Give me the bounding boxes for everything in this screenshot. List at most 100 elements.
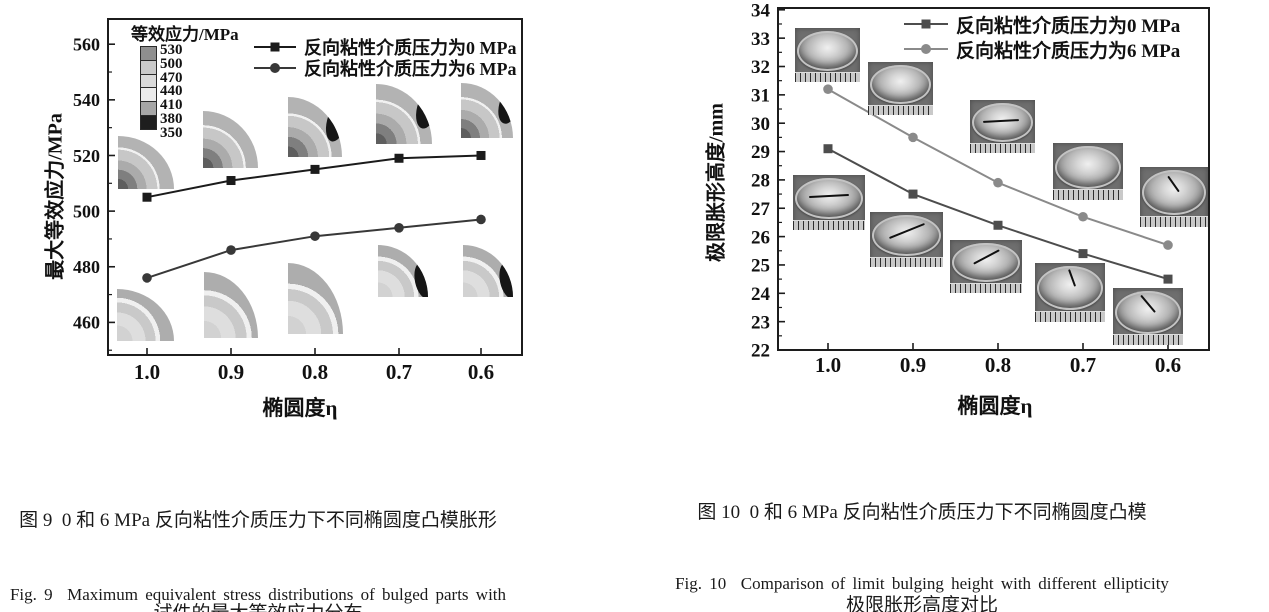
caption-line: 图 10 0 和 6 MPa 反向粘性介质压力下不同椭圆度凸模	[697, 502, 1147, 523]
square-data-marker	[142, 192, 152, 202]
square-data-marker	[908, 189, 918, 199]
colorbar-level-label: 410	[160, 97, 183, 114]
circle-data-marker	[908, 132, 918, 143]
y-tick-label: 520	[73, 146, 100, 166]
circle-data-marker	[226, 245, 236, 255]
circle-data-marker	[1078, 211, 1088, 222]
square-data-marker	[823, 144, 833, 154]
square-data-marker	[1163, 274, 1173, 284]
fem-contour-inset-top-0.8	[288, 97, 342, 157]
specimen-dome	[1115, 290, 1181, 334]
square-data-marker	[1078, 249, 1088, 259]
square-data-marker	[476, 150, 486, 160]
colorbar-band	[140, 59, 157, 75]
colorbar-level-label: 440	[160, 83, 183, 100]
specimen-dome	[872, 214, 941, 256]
circle-data-marker	[823, 84, 833, 94]
y-tick-label: 540	[73, 90, 100, 110]
specimen-dome	[869, 64, 932, 105]
specimen-photo-top-1.0	[795, 28, 860, 82]
y-tick-label: 29	[751, 142, 770, 163]
plot-frame	[777, 7, 1210, 351]
square-data-marker	[310, 164, 320, 174]
ruler-scale	[1113, 334, 1183, 345]
circle-data-marker	[310, 231, 320, 241]
y-tick-label: 24	[751, 284, 771, 305]
colorbar-band	[140, 115, 157, 130]
fem-contour-inset-top-0.6	[461, 83, 513, 138]
colorbar-level-label: 380	[160, 111, 183, 127]
legend-item-6mpa: 反向粘性介质压力为6 MPa	[902, 39, 1180, 62]
ruler-scale	[970, 143, 1035, 153]
y-tick-label: 32	[751, 57, 770, 78]
ruler-scale	[795, 71, 860, 82]
legend-label: 反向粘性介质压力为6 MPa	[304, 59, 517, 79]
y-tick-label: 500	[73, 201, 100, 221]
y-tick-label: 26	[751, 227, 770, 248]
specimen-photo-bottom-0.6	[1113, 288, 1183, 345]
colorbar-band	[140, 46, 157, 61]
x-axis-title: 椭圆度η	[262, 396, 338, 420]
y-tick-label: 25	[751, 256, 770, 277]
series-line-0	[146, 154, 482, 199]
figure10-caption-cn: 图 10 0 和 6 MPa 反向粘性介质压力下不同椭圆度凸模 极限胀形高度对比	[652, 435, 1192, 612]
ruler-scale	[868, 105, 933, 115]
square-marker-icon	[254, 42, 296, 52]
specimen-photo-bottom-0.7	[1035, 263, 1105, 322]
figure9-caption-en: Fig. 9 Maximum equivalent stress distrib…	[0, 512, 516, 612]
y-axis-title: 最大等效应力/MPa	[44, 113, 67, 280]
figure10-chart: 1.0 0.9 0.8 0.7 0.6 22 23 24 25 26 27 28 29 30 31 32 33 3…	[751, 0, 1210, 377]
legend-item-0mpa: 反向粘性介质压力为0 MPa	[902, 14, 1180, 37]
x-tick-label: 0.8	[302, 360, 328, 384]
ruler-scale	[1140, 215, 1208, 227]
circle-data-marker	[394, 223, 404, 233]
caption-line: Fig. 9 Maximum equivalent stress distrib…	[9, 585, 507, 604]
x-tick-label: 0.6	[1155, 353, 1181, 377]
square-marker-icon	[904, 19, 948, 29]
square-data-marker	[226, 176, 236, 186]
specimen-photo-bottom-0.9	[870, 212, 943, 267]
y-tick-label: 560	[73, 35, 100, 55]
specimen-photo-bottom-1.0	[793, 175, 865, 230]
y-axis-title: 极限胀形高度/mm	[705, 103, 728, 262]
figure10-panel: 1.0 0.9 0.8 0.7 0.6 22 23 24 25 26 27 28 29 30 31 32 33 3…	[640, 0, 1269, 612]
fem-contour-inset-top-0.7	[376, 84, 432, 144]
x-axis-title: 椭圆度η	[957, 394, 1033, 418]
specimen-dome	[796, 30, 859, 72]
square-data-marker	[993, 220, 1003, 230]
specimen-photo-top-0.8	[970, 100, 1035, 153]
colorbar-band	[140, 87, 157, 103]
specimen-photo-top-0.6	[1140, 167, 1208, 227]
colorbar-title: 等效应力/MPa	[131, 25, 239, 44]
legend-label: 反向粘性介质压力为6 MPa	[956, 40, 1181, 62]
x-tick-label: 0.6	[468, 360, 494, 384]
y-tick-label: 28	[751, 171, 770, 192]
legend-item-6mpa: 反向粘性介质压力为6 MPa	[252, 58, 517, 79]
x-tick-label: 0.9	[218, 360, 244, 384]
circle-data-marker	[476, 214, 486, 225]
caption-line: 图 9 0 和 6 MPa 反向粘性介质压力下不同椭圆度凸模胀形	[19, 510, 497, 531]
y-tick-label: 23	[751, 312, 770, 333]
colorbar-level-label: 470	[160, 69, 183, 86]
specimen-dome	[1142, 170, 1206, 215]
y-tick-label: 31	[751, 86, 770, 107]
x-tick-label: 0.7	[386, 360, 412, 384]
circle-data-marker	[1163, 240, 1173, 250]
y-tick-label: 22	[751, 341, 770, 362]
legend-item-0mpa: 反向粘性介质压力为0 MPa	[252, 37, 517, 58]
circle-marker-icon	[254, 63, 296, 73]
specimen-dome	[971, 102, 1034, 143]
figure9-chart: 1.0 0.9 0.8 0.7 0.6 460 480 500 520 540 560	[73, 18, 523, 384]
legend-label: 反向粘性介质压力为0 MPa	[304, 38, 517, 58]
specimen-photo-top-0.7	[1053, 143, 1123, 200]
x-tick-label: 0.8	[985, 353, 1011, 377]
y-tick-label: 480	[73, 257, 100, 277]
ruler-scale	[1035, 310, 1105, 322]
specimen-dome	[795, 177, 863, 219]
y-tick-label: 460	[73, 313, 100, 333]
specimen-photo-top-0.9	[868, 62, 933, 115]
ruler-scale	[1053, 189, 1123, 200]
ruler-scale	[793, 219, 865, 230]
x-tick-label: 1.0	[134, 360, 160, 384]
